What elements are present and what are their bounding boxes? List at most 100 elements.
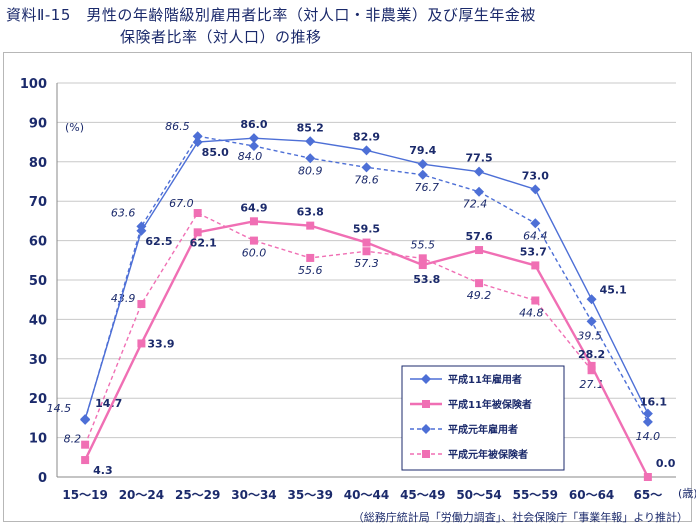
y-tick-label: 80 (29, 156, 47, 171)
y-tick-label: 90 (29, 116, 47, 131)
data-label: 49.2 (467, 289, 492, 302)
data-label: 82.9 (353, 130, 380, 143)
data-point-diamond (642, 408, 653, 419)
data-point-square (531, 296, 540, 305)
data-label: 57.3 (354, 257, 379, 270)
data-point-square (587, 366, 596, 375)
data-point-diamond (136, 225, 147, 236)
data-point-square (418, 254, 427, 263)
y-tick-label: 50 (29, 274, 47, 289)
x-unit-label: (歳) (678, 487, 696, 500)
data-label: 53.7 (520, 245, 547, 258)
data-point-diamond (586, 294, 597, 305)
chart-title-line1: 資料Ⅱ-15 男性の年齢階級別雇用者比率（対人口・非農業）及び厚生年金被 (6, 6, 536, 24)
data-point-square (137, 300, 146, 309)
y-unit-label: (%) (65, 121, 84, 134)
y-tick-label: 0 (38, 471, 47, 486)
data-label: 53.8 (413, 273, 440, 286)
data-label: 57.6 (465, 230, 492, 243)
x-tick-label: 40～44 (344, 488, 389, 502)
data-label: 63.6 (111, 206, 136, 219)
data-label: 78.6 (354, 173, 379, 186)
data-label: 14.5 (47, 402, 72, 415)
data-label: 14.0 (636, 430, 661, 443)
data-label: 60.0 (242, 247, 267, 260)
x-tick-label: 30～34 (231, 488, 276, 502)
data-point-square (81, 456, 90, 465)
legend-entry-label: 平成元年雇用者 (448, 423, 518, 436)
data-label: 62.1 (190, 236, 217, 249)
legend-entry-label: 平成11年被保険者 (448, 398, 532, 411)
data-point-diamond (305, 136, 316, 147)
data-point-square (643, 473, 652, 481)
data-point-square (531, 261, 540, 270)
data-label: 16.1 (640, 396, 667, 409)
data-point-square (249, 217, 258, 226)
legend-marker-diamond (421, 424, 431, 434)
series-line-3 (84, 212, 593, 445)
data-point-diamond (361, 162, 372, 173)
y-tick-label: 20 (29, 392, 47, 407)
data-point-square (362, 238, 371, 247)
data-label: 63.8 (297, 206, 324, 219)
data-label: 0.0 (656, 457, 676, 470)
x-tick-label: 65～ (634, 488, 663, 502)
legend-marker-square (422, 400, 430, 408)
x-tick-label: 60～64 (569, 488, 614, 502)
data-label: 27.1 (579, 378, 604, 391)
x-tick-label: 55～59 (513, 488, 558, 502)
data-label: 73.0 (522, 169, 549, 182)
data-label: 84.0 (238, 150, 263, 163)
data-point-diamond (192, 137, 203, 148)
data-label: 28.2 (578, 348, 605, 361)
data-label: 33.9 (147, 337, 174, 350)
data-label: 85.2 (297, 121, 324, 134)
x-tick-label: 50～54 (456, 488, 501, 502)
data-point-square (137, 339, 146, 348)
data-label: 64.9 (240, 201, 267, 214)
data-point-diamond (80, 414, 91, 425)
x-tick-label: 15～19 (62, 488, 107, 502)
data-point-square (475, 279, 484, 288)
data-point-diamond (530, 218, 541, 229)
data-label: 67.0 (169, 197, 194, 210)
data-label: 14.7 (95, 397, 122, 410)
data-point-square (193, 228, 202, 237)
data-point-diamond (586, 316, 597, 327)
data-point-diamond (248, 133, 259, 144)
legend-marker-diamond (421, 374, 431, 384)
data-label: 55.5 (411, 238, 436, 251)
data-label: 77.5 (465, 152, 492, 165)
data-label: 55.6 (298, 264, 323, 277)
x-tick-label: 35～39 (288, 488, 333, 502)
data-point-square (306, 253, 315, 262)
data-label: 85.0 (202, 146, 229, 159)
data-point-diamond (417, 159, 428, 170)
data-point-diamond (474, 186, 485, 197)
y-tick-label: 30 (29, 353, 47, 368)
x-tick-label: 45～49 (400, 488, 445, 502)
data-label: 86.0 (240, 118, 267, 131)
data-point-diamond (642, 416, 653, 427)
data-point-diamond (305, 153, 316, 164)
data-label: 80.9 (298, 164, 323, 177)
data-point-diamond (248, 141, 259, 152)
x-tick-label: 20～24 (119, 488, 164, 502)
data-label: 43.9 (111, 292, 136, 305)
legend-marker-square (422, 450, 430, 458)
data-point-diamond (417, 169, 428, 180)
legend-entry-label: 平成11年雇用者 (448, 373, 522, 386)
data-label: 4.3 (93, 464, 113, 477)
data-point-square (418, 261, 427, 270)
data-point-square (249, 236, 258, 245)
data-point-diamond (474, 166, 485, 177)
data-label: 44.8 (519, 306, 544, 319)
source-note: （総務庁統計局「労働力調査」、社会保険庁「事業年報」より推計） (352, 511, 688, 524)
data-point-diamond (192, 131, 203, 142)
y-tick-label: 10 (29, 432, 47, 447)
data-point-diamond (361, 145, 372, 156)
data-label: 59.5 (353, 223, 380, 236)
data-label: 76.7 (415, 181, 440, 194)
y-tick-label: 100 (20, 77, 47, 92)
